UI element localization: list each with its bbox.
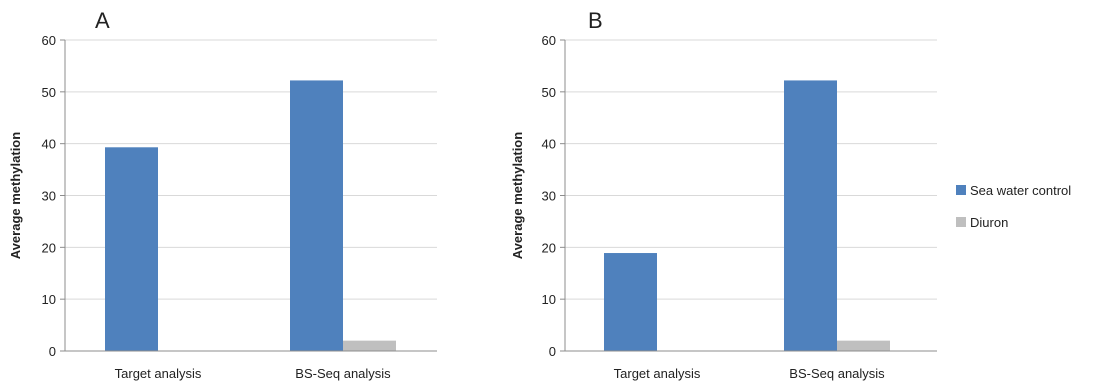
chart-panel-b: 0 10 20 30 40 50 60 Target analysis BS-Seq analy… xyxy=(510,8,937,381)
y-tick-label: 60 xyxy=(42,33,56,48)
x-category-label: BS-Seq analysis xyxy=(789,366,885,381)
y-tick-label: 40 xyxy=(42,137,56,152)
panel-label: B xyxy=(588,8,603,33)
y-tick-label: 30 xyxy=(542,189,556,204)
y-tick-label: 20 xyxy=(42,240,56,255)
chart-panel-a: 0 10 20 30 40 50 60 Target analysis BS-Seq analy… xyxy=(8,8,437,381)
bar-sea-water-control xyxy=(604,253,657,351)
y-tick-label: 30 xyxy=(42,189,56,204)
bar-diuron xyxy=(343,340,396,351)
bar-diuron xyxy=(837,340,890,351)
legend-swatch xyxy=(956,217,966,227)
bar-sea-water-control xyxy=(784,80,837,352)
y-tick-label: 0 xyxy=(49,344,56,359)
y-axis-title: Average methylation xyxy=(8,132,23,259)
x-category-label: Target analysis xyxy=(115,366,202,381)
legend: Sea water control Diuron xyxy=(956,183,1071,230)
y-tick-label: 10 xyxy=(42,292,56,307)
legend-label: Sea water control xyxy=(970,183,1071,198)
x-category-label: Target analysis xyxy=(614,366,701,381)
x-category-label: BS-Seq analysis xyxy=(295,366,391,381)
y-tick-label: 20 xyxy=(542,240,556,255)
y-axis-title: Average methylation xyxy=(510,132,525,259)
y-tick-label: 40 xyxy=(542,137,556,152)
panel-label: A xyxy=(95,8,110,33)
y-tick-label: 0 xyxy=(549,344,556,359)
legend-swatch xyxy=(956,185,966,195)
legend-label: Diuron xyxy=(970,215,1008,230)
bar-sea-water-control xyxy=(105,147,158,351)
y-tick-label: 50 xyxy=(42,85,56,100)
y-tick-label: 10 xyxy=(542,292,556,307)
y-tick-label: 60 xyxy=(542,33,556,48)
y-tick-label: 50 xyxy=(542,85,556,100)
bar-sea-water-control xyxy=(290,80,343,352)
